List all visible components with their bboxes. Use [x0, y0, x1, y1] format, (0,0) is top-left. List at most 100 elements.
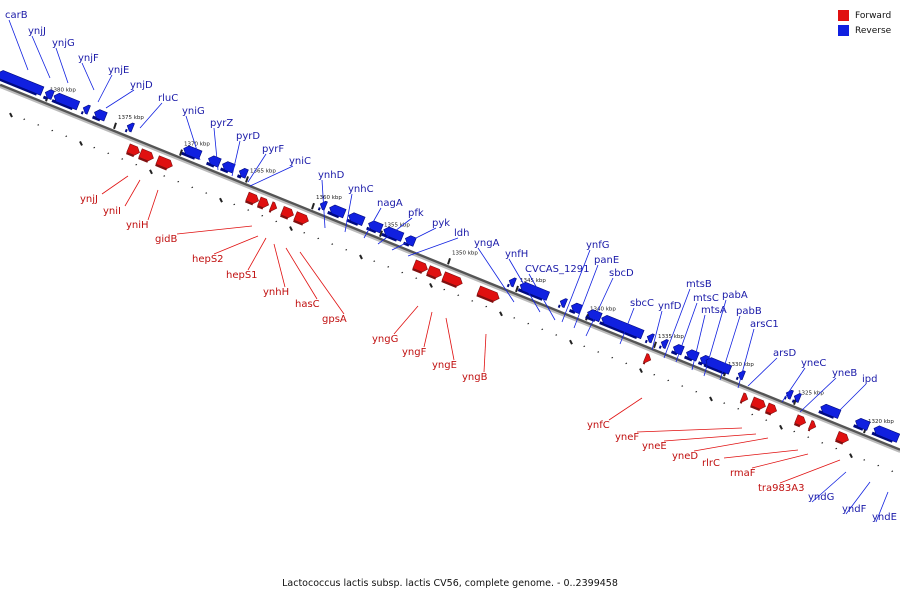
reverse-gene-label: ynjD	[130, 80, 153, 91]
reverse-gene-leader	[81, 62, 95, 91]
forward-gene	[279, 205, 294, 220]
ruler-mark	[9, 112, 13, 118]
ruler-mark	[23, 118, 26, 121]
legend-forward-label: Forward	[855, 10, 892, 21]
forward-gene-leader	[393, 305, 419, 335]
reverse-gene-label: yndF	[842, 504, 867, 515]
forward-gene-label: hepS2	[192, 254, 224, 265]
ruler-mark	[793, 430, 796, 433]
reverse-gene-leader	[321, 179, 326, 229]
ruler-mark	[863, 459, 866, 461]
scale-tick-label: 1350 kbp	[452, 250, 478, 256]
reverse-gene-label: rluC	[158, 93, 178, 104]
scale-tick-label: 1355 kbp	[384, 223, 410, 229]
forward-gene-leader	[273, 243, 286, 288]
reverse-gene-label: mtsC	[693, 293, 719, 304]
scale-tick-label: 1330 kbp	[728, 362, 754, 368]
reverse-gene-label: pyk	[432, 218, 450, 229]
reverse-gene	[557, 298, 568, 309]
forward-gene	[412, 259, 428, 274]
ruler-mark	[79, 140, 83, 146]
ruler-mark	[345, 248, 348, 251]
ruler-mark	[807, 436, 810, 439]
reverse-gene-leader	[231, 140, 241, 177]
genome-backbone	[0, 83, 900, 453]
reverse-gene-leader	[781, 367, 806, 403]
reverse-gene	[124, 122, 135, 133]
reverse-gene-leader	[811, 471, 847, 503]
reverse-gene	[644, 333, 655, 344]
scale-tick-label: 1370 kbp	[184, 142, 210, 148]
forward-gene	[476, 285, 500, 303]
reverse-gene-label: yndE	[872, 512, 897, 523]
reverse-gene-label: sbcD	[609, 268, 634, 279]
scale-tick-label: 1320 kbp	[868, 419, 894, 425]
ruler-mark	[583, 345, 586, 348]
ruler-mark	[653, 373, 656, 376]
reverse-gene-leader	[651, 310, 663, 351]
forward-gene-leader	[693, 437, 769, 452]
reverse-gene-leader	[377, 217, 413, 245]
forward-gene-label: ynfC	[587, 420, 610, 431]
ruler-mark	[779, 424, 783, 430]
ruler-mark	[331, 243, 334, 245]
scale-tick-label: 1335 kbp	[658, 334, 684, 340]
reverse-gene	[327, 204, 347, 219]
reverse-gene-label: arsC1	[750, 319, 779, 330]
forward-gene-label: yngG	[372, 334, 398, 345]
reverse-gene	[703, 357, 733, 375]
reverse-gene-label: ynhD	[318, 170, 345, 181]
ruler-mark	[555, 334, 558, 336]
reverse-gene	[791, 393, 802, 403]
forward-gene-label: yneF	[615, 432, 639, 443]
reverse-gene-label: ipd	[862, 374, 877, 385]
reverse-gene	[346, 212, 366, 226]
ruler-mark	[429, 282, 433, 288]
scale-tick-label: 1375 kbp	[118, 115, 144, 121]
forward-gene	[441, 271, 463, 288]
ruler-mark	[415, 277, 418, 280]
reverse-gene-label: arsD	[773, 348, 796, 359]
ruler-mark	[835, 447, 838, 450]
forward-gene-label: ynhH	[263, 287, 289, 298]
ruler-mark	[275, 220, 278, 223]
reverse-gene-label: pyrD	[236, 131, 260, 142]
ruler-mark	[513, 317, 516, 319]
ruler-mark	[37, 124, 40, 126]
reverse-gene	[517, 281, 550, 301]
reverse-gene-leader	[619, 307, 635, 345]
ruler-mark	[485, 305, 488, 308]
forward-gene-label: gidB	[155, 234, 177, 245]
reverse-gene	[42, 89, 55, 100]
reverse-gene-label: mtsA	[701, 305, 727, 316]
reverse-gene-label: ldh	[454, 228, 469, 239]
reverse-gene	[697, 355, 710, 366]
reverse-gene-label: ynfG	[586, 240, 610, 251]
reverse-gene	[80, 104, 91, 115]
ruler-mark	[541, 328, 544, 331]
reverse-gene-leader	[675, 302, 698, 363]
reverse-gene	[599, 314, 645, 340]
reverse-gene-leader	[213, 127, 219, 171]
reverse-gene-label: yneC	[801, 358, 826, 369]
scale-tick	[245, 176, 249, 183]
ruler-mark	[177, 180, 180, 183]
ruler-mark	[625, 362, 628, 365]
reverse-gene-leader	[691, 314, 706, 371]
reverse-gene-leader	[31, 35, 51, 79]
forward-gene	[268, 201, 278, 213]
ruler-mark	[765, 419, 768, 421]
ruler-mark	[723, 402, 726, 404]
ruler-mark	[695, 390, 698, 393]
ruler-mark	[149, 169, 153, 175]
ruler-mark	[849, 453, 853, 459]
reverse-gene	[236, 168, 249, 179]
forward-gene-leader	[483, 333, 487, 373]
reverse-gene	[402, 235, 417, 247]
reverse-gene-label: yneB	[832, 368, 857, 379]
legend-reverse-label: Reverse	[855, 25, 892, 36]
reverse-gene-leader	[835, 383, 867, 415]
forward-gene-leader	[213, 235, 259, 255]
scale-tick	[179, 149, 183, 156]
forward-gene	[739, 392, 749, 404]
